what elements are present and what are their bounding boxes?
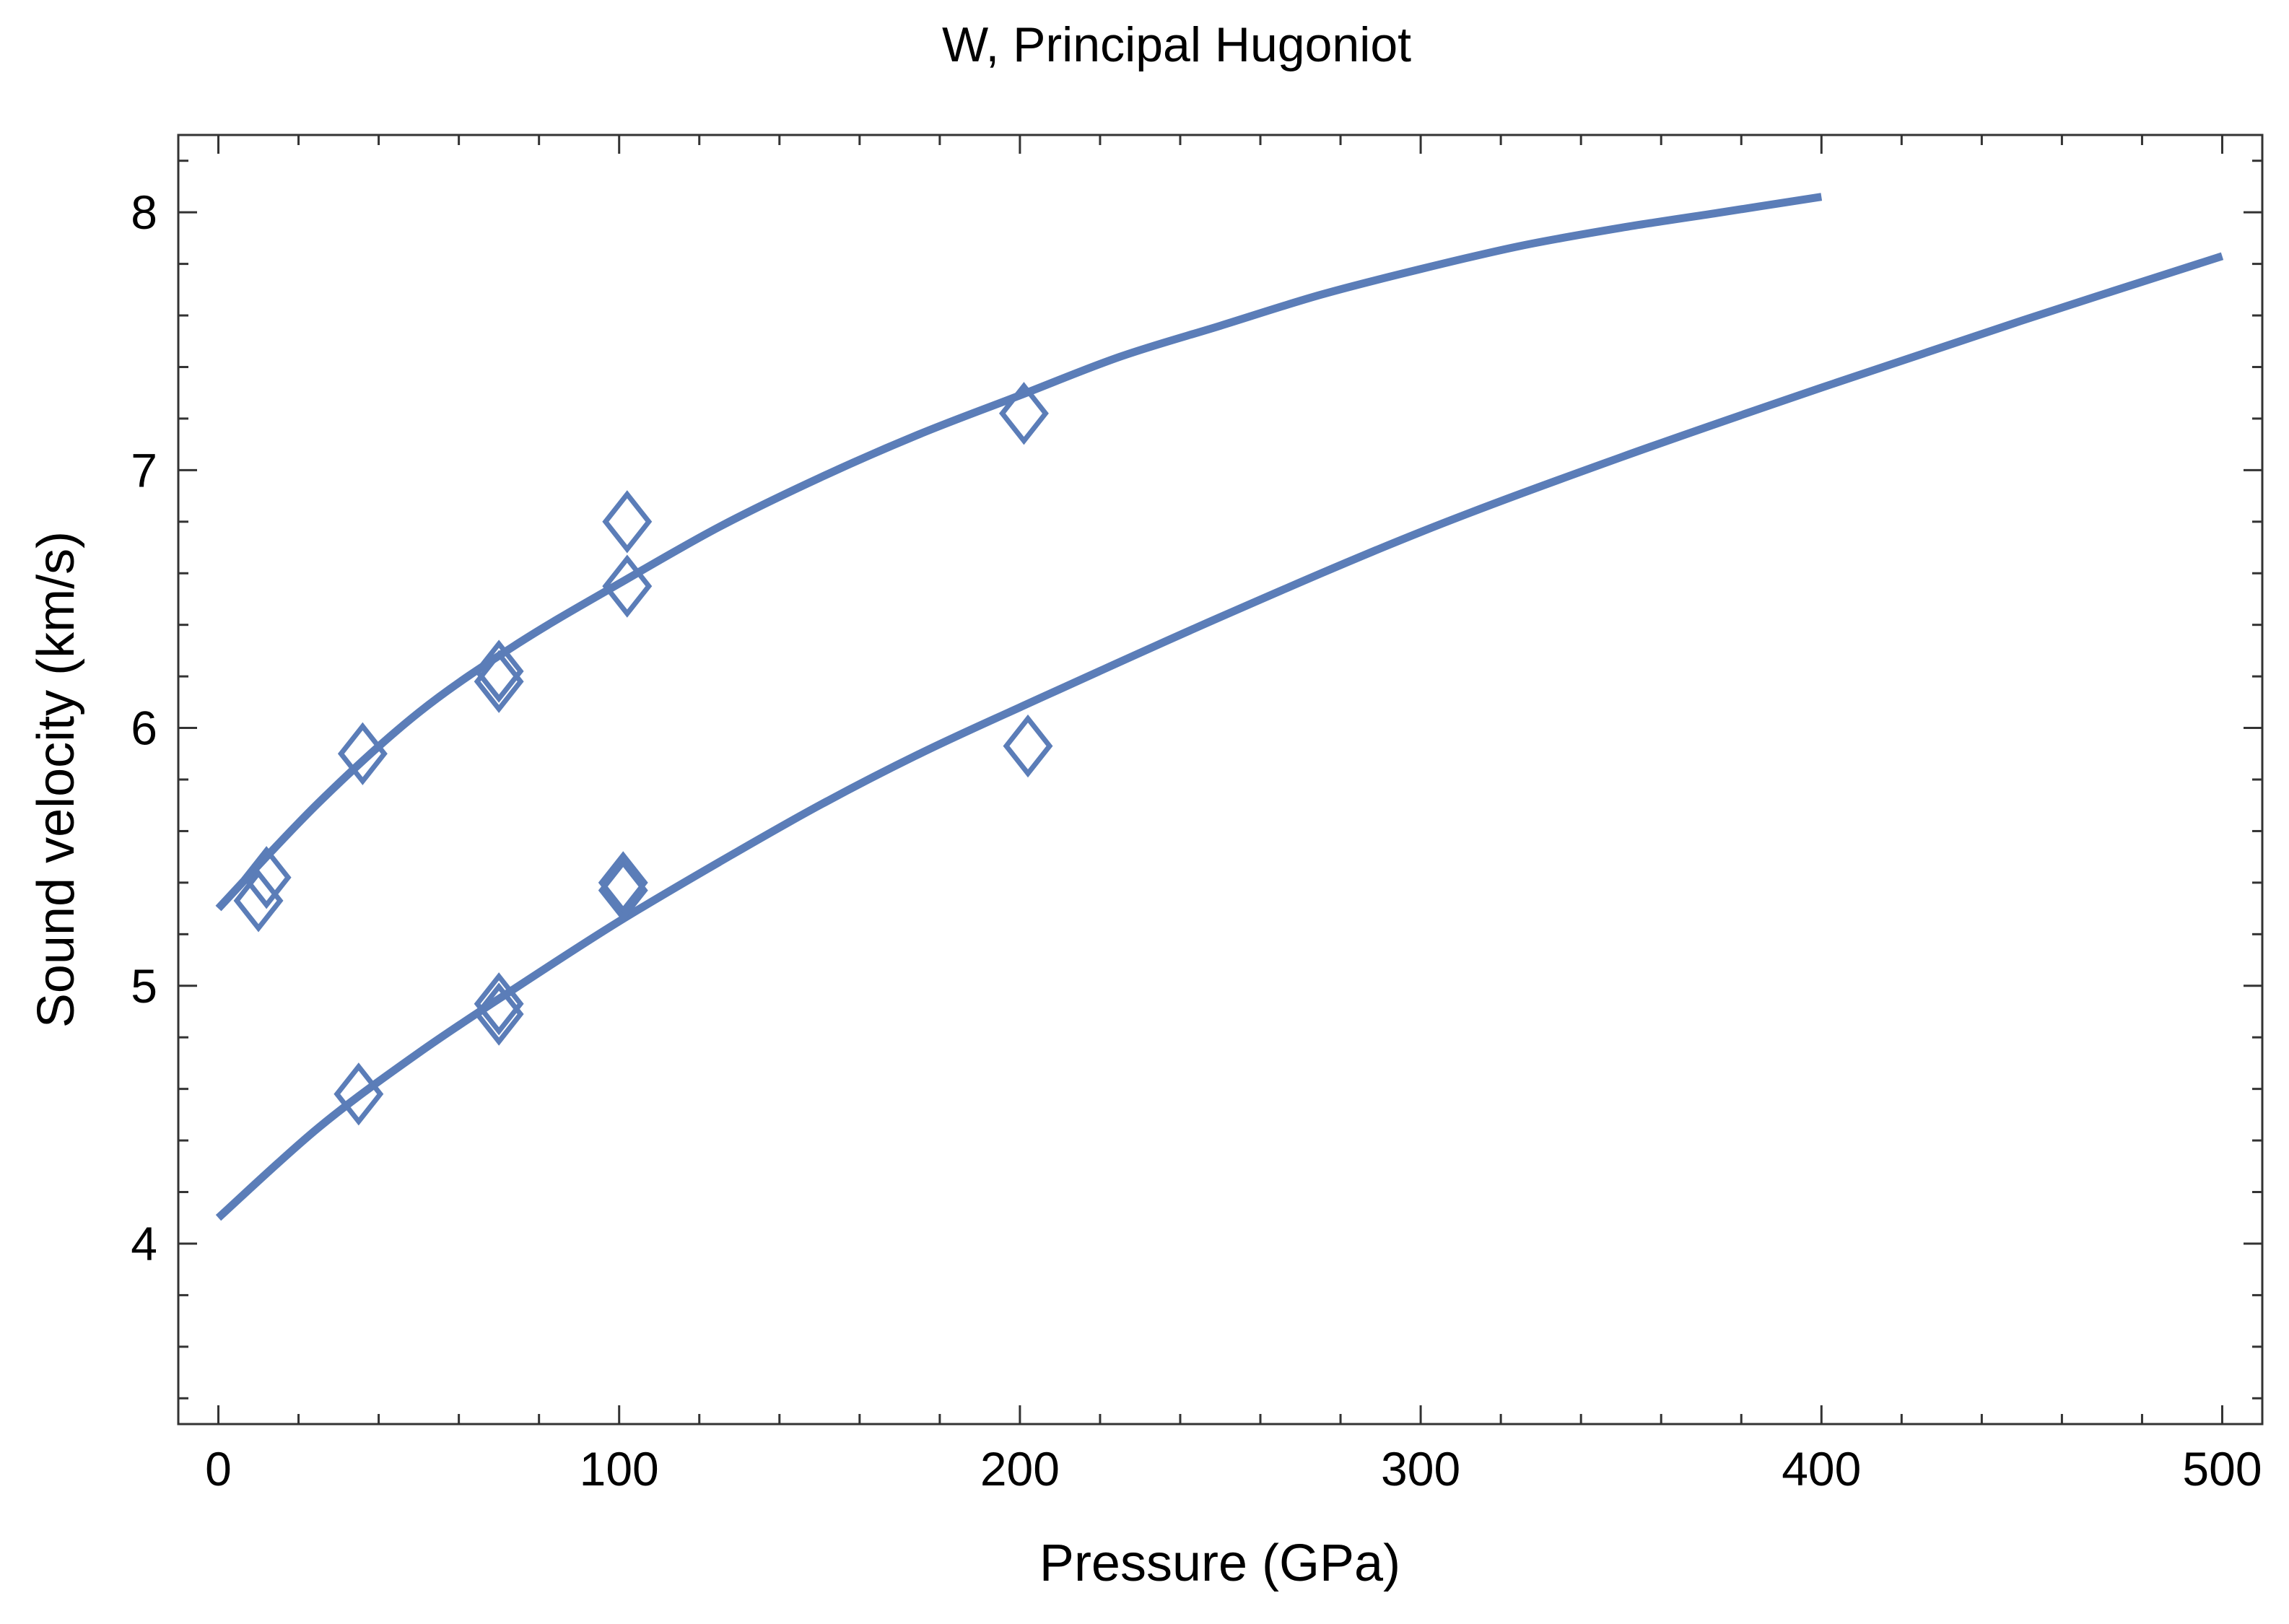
data-point-diamond: [602, 554, 653, 618]
tick-marks: [178, 135, 2262, 1424]
data-point-diamond: [474, 982, 524, 1046]
y-tick-label: 5: [131, 959, 157, 1013]
data-point-diamond: [1003, 714, 1053, 778]
data-point-diamond: [598, 851, 648, 914]
chart-title: W, Principal Hugoniot: [942, 17, 1411, 72]
x-axis-label: Pressure (GPa): [1039, 1534, 1400, 1592]
data-point-diamond: [241, 846, 292, 909]
fit-curves: [215, 193, 2224, 1221]
x-tick-label: 200: [980, 1442, 1060, 1496]
x-tick-label: 300: [1381, 1442, 1460, 1496]
y-tick-label: 4: [131, 1217, 157, 1270]
fit-curve-lower-fit: [215, 252, 2224, 1221]
data-point-diamond: [233, 869, 284, 933]
tick-labels: 0 100 200 300 400 500 4 5 6 7 8: [131, 185, 2262, 1496]
data-point-diamond: [474, 650, 524, 713]
data-point-diamond: [337, 722, 388, 785]
x-tick-label: 400: [1782, 1442, 1861, 1496]
y-axis-label: Sound velocity (km/s): [27, 531, 85, 1028]
data-markers: [233, 382, 1053, 1126]
data-point-diamond: [999, 382, 1049, 445]
y-tick-label: 6: [131, 702, 157, 755]
data-point-diamond: [333, 1062, 384, 1126]
x-tick-label: 500: [2182, 1442, 2262, 1496]
x-tick-label: 100: [580, 1442, 659, 1496]
fit-curve-upper-fit: [215, 193, 1823, 912]
y-tick-label: 7: [131, 443, 157, 497]
data-point-diamond: [602, 490, 653, 554]
data-point-diamond: [598, 858, 648, 922]
data-point-diamond: [474, 639, 524, 703]
data-point-diamond: [474, 972, 524, 1036]
x-tick-label: 0: [205, 1442, 232, 1496]
y-tick-label: 8: [131, 185, 157, 239]
